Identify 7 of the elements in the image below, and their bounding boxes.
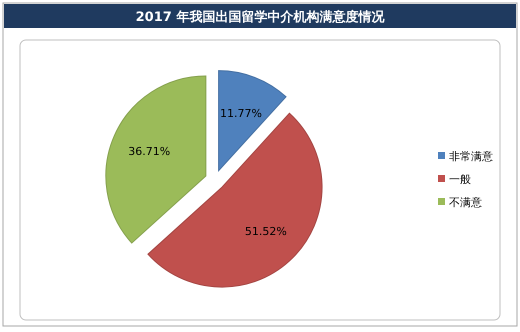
data-label: 11.77%: [220, 106, 262, 120]
legend-label: 非常满意: [449, 150, 493, 163]
data-label: 36.71%: [128, 144, 170, 158]
data-label: 51.52%: [244, 225, 287, 238]
legend-label: 不满意: [449, 196, 482, 209]
legend-label: 一般: [449, 173, 471, 186]
chart-title: 2017 年我国出国留学中介机构满意度情况: [136, 9, 386, 25]
